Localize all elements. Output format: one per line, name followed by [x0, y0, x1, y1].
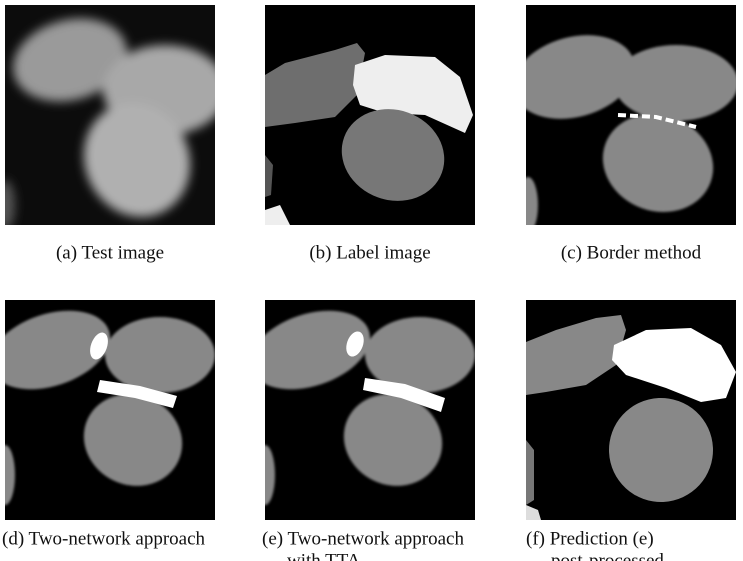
caption: (e) Two-network approach [262, 528, 464, 549]
figure: (a) Test image (b) Label image (c) Border … [0, 0, 743, 561]
post-processed [526, 300, 737, 520]
border-method [504, 5, 738, 233]
two-network [0, 297, 215, 520]
caption: (b) Label image [309, 242, 430, 263]
caption: post-processed [551, 550, 664, 561]
caption: (d) Two-network approach [2, 528, 206, 549]
caption: (f) Prediction (e) [526, 528, 654, 549]
caption: with TTA [287, 550, 361, 561]
label-image [265, 5, 475, 225]
two-network-tta [240, 297, 475, 520]
caption: (c) Border method [561, 242, 702, 263]
caption: (a) Test image [56, 242, 164, 263]
test-image [0, 5, 227, 235]
